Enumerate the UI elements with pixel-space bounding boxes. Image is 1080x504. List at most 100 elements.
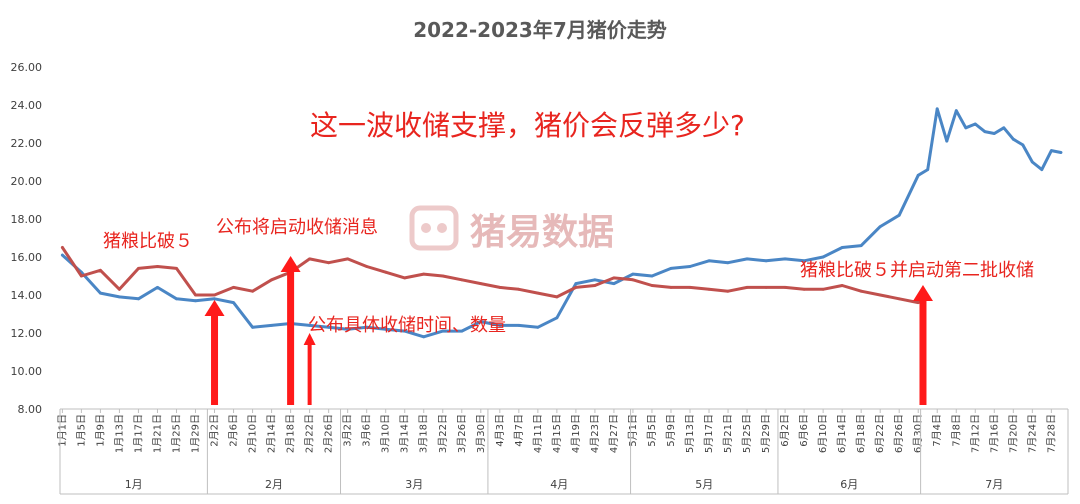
series-2-point	[745, 286, 749, 289]
series-1-point	[479, 320, 483, 323]
watermark-text: 猪易数据	[470, 212, 614, 253]
series-2-point	[650, 284, 654, 287]
series-1-point	[1002, 126, 1006, 130]
series-1-point	[574, 282, 578, 285]
y-tick-label: 14.00	[11, 289, 43, 302]
series-1-point	[175, 297, 178, 301]
annotation-second-batch: 猪粮比破５并启动第二批收储	[800, 260, 1034, 281]
series-1-point	[973, 122, 977, 126]
month-label: 3月	[405, 478, 423, 491]
series-1-point	[460, 329, 464, 333]
series-1-point	[61, 253, 64, 257]
x-tick-label: 1月13日	[113, 414, 125, 453]
x-tick-label: 4月19日	[570, 414, 582, 453]
series-1-point	[764, 259, 768, 263]
series-1-point	[612, 282, 616, 285]
x-tick-label: 3月26日	[456, 414, 468, 453]
annotation-rebound-question: 这一波收储支撑，猪价会反弹多少?	[310, 109, 745, 142]
series-2-point	[118, 287, 121, 291]
x-tick-label: 2月18日	[285, 414, 297, 453]
series-2-point	[156, 265, 159, 268]
series-2-point	[194, 293, 197, 297]
x-tick-label: 3月6日	[361, 414, 373, 447]
annotation-storage-details: 公布具体收储时间、数量	[308, 315, 506, 336]
series-1-point	[802, 259, 806, 263]
series-1-point	[194, 299, 197, 303]
annotation-ratio-break-1: 猪粮比破５	[103, 231, 193, 252]
series-2-point	[422, 272, 426, 276]
x-tick-label: 4月11日	[532, 414, 544, 453]
x-tick-label: 3月10日	[380, 414, 392, 453]
x-tick-label: 5月9日	[665, 414, 677, 447]
x-tick-label: 2月26日	[323, 414, 335, 453]
series-1-point	[1021, 143, 1025, 147]
x-tick-label: 4月3日	[494, 414, 506, 447]
series-2-point	[365, 265, 369, 268]
series-1-point	[983, 130, 987, 134]
series-1-point	[726, 261, 730, 265]
month-label: 2月	[265, 478, 283, 491]
x-tick-label: 6月6日	[798, 414, 810, 447]
x-tick-label: 5月17日	[703, 414, 715, 453]
y-tick-label: 26.00	[11, 61, 43, 74]
chart-title: 2022-2023年7月猪价走势	[413, 18, 667, 42]
series-2-point	[536, 291, 540, 295]
series-1-point	[555, 316, 559, 320]
x-tick-label: 3月30日	[475, 414, 487, 453]
x-tick-label: 2月6日	[228, 414, 240, 447]
series-2-point	[270, 278, 273, 282]
series-1-point	[954, 109, 958, 113]
x-tick-label: 2月22日	[304, 414, 316, 453]
month-label: 1月	[125, 478, 143, 491]
series-2-point	[897, 297, 901, 301]
x-tick-label: 1月25日	[170, 414, 182, 453]
x-tick-label: 7月16日	[988, 414, 1000, 453]
series-1-point	[688, 265, 692, 268]
series-1-point	[707, 259, 711, 263]
series-1-point	[441, 329, 445, 333]
x-tick-label: 5月25日	[741, 414, 753, 453]
x-axis: 1月1日 1月5日 1月9日 1月13日 1月17日 1月21日 1月25日 1月29日 2月2…	[56, 408, 1069, 495]
series-1-point	[926, 168, 930, 172]
x-tick-label: 1月5日	[75, 414, 87, 447]
series-2-point	[707, 287, 711, 291]
series-2-point	[916, 301, 920, 304]
x-tick-label: 1月1日	[56, 414, 68, 447]
y-axis: 8.00 10.00 12.00 14.00 16.00 18.00 20.00 22.00 2…	[11, 61, 43, 416]
series-1-point	[878, 225, 882, 229]
watermark-logo-icon	[409, 205, 459, 251]
x-tick-label: 3月2日	[342, 414, 354, 447]
series-1-point	[840, 246, 844, 249]
series-2-point	[327, 261, 330, 265]
series-2-point	[688, 286, 692, 289]
x-tick-label: 6月10日	[817, 414, 829, 453]
annotation-arrow	[303, 333, 316, 405]
series-2-point	[878, 293, 882, 297]
series-1-point	[137, 297, 140, 301]
series-2-point	[251, 289, 255, 293]
series-1-point	[859, 244, 863, 248]
series-1-point	[156, 286, 159, 289]
series-2-point	[308, 257, 311, 261]
x-tick-label: 5月13日	[684, 414, 696, 453]
x-tick-label: 1月9日	[94, 414, 106, 447]
series-2-point	[99, 268, 102, 272]
y-tick-label: 8.00	[18, 403, 43, 416]
x-tick-label: 1月29日	[190, 414, 202, 453]
series-2-point	[403, 276, 407, 280]
series-2-point	[593, 284, 597, 287]
series-1-point	[213, 297, 216, 301]
series-1-point	[669, 267, 673, 270]
x-tick-label: 5月29日	[760, 414, 772, 453]
x-tick-label: 7月8日	[950, 414, 962, 447]
x-tick-label: 4月27日	[608, 414, 620, 453]
x-tick-label: 2月2日	[209, 414, 221, 447]
y-tick-label: 24.00	[11, 99, 43, 112]
series-2-point	[669, 286, 673, 289]
series-1-point	[251, 325, 255, 329]
x-tick-label: 6月18日	[855, 414, 867, 453]
series-1-point	[821, 255, 825, 259]
series-1-point	[593, 278, 597, 282]
x-tick-label: 7月12日	[969, 414, 981, 453]
